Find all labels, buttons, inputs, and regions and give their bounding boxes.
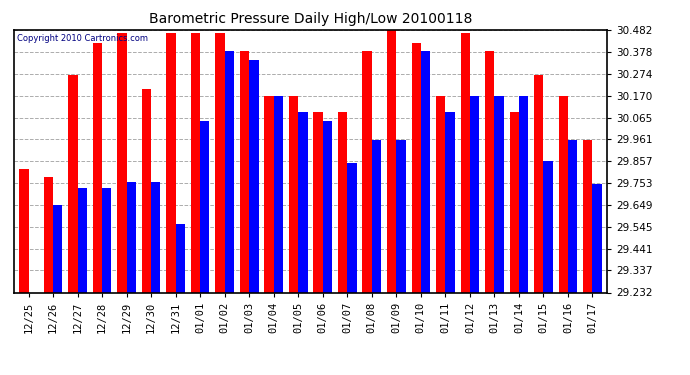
Bar — [215, 33, 225, 292]
Bar — [372, 140, 381, 292]
Bar — [200, 121, 210, 292]
Bar — [411, 43, 421, 292]
Bar — [421, 51, 430, 292]
Bar — [387, 26, 396, 292]
Bar — [77, 188, 87, 292]
Bar — [534, 75, 544, 292]
Bar — [495, 96, 504, 292]
Text: Copyright 2010 Cartronics.com: Copyright 2010 Cartronics.com — [17, 34, 148, 43]
Bar — [396, 140, 406, 292]
Bar — [249, 60, 259, 292]
Bar — [92, 43, 102, 292]
Bar — [43, 177, 53, 292]
Bar — [126, 182, 136, 292]
Bar — [166, 33, 176, 292]
Bar — [559, 96, 568, 292]
Bar — [68, 75, 77, 292]
Title: Barometric Pressure Daily High/Low 20100118: Barometric Pressure Daily High/Low 20100… — [149, 12, 472, 26]
Bar — [445, 112, 455, 292]
Bar — [19, 169, 28, 292]
Bar — [313, 112, 323, 292]
Bar — [460, 33, 470, 292]
Bar — [470, 96, 479, 292]
Bar — [510, 112, 519, 292]
Bar — [568, 140, 578, 292]
Bar — [485, 51, 495, 292]
Bar — [583, 140, 593, 292]
Bar — [544, 160, 553, 292]
Bar — [117, 33, 126, 292]
Bar — [240, 51, 249, 292]
Bar — [289, 96, 298, 292]
Bar — [225, 51, 234, 292]
Bar — [436, 96, 445, 292]
Bar — [519, 96, 529, 292]
Bar — [593, 184, 602, 292]
Bar — [191, 33, 200, 292]
Bar — [28, 292, 38, 293]
Bar — [151, 182, 161, 292]
Bar — [298, 112, 308, 292]
Bar — [362, 51, 372, 292]
Bar — [264, 96, 274, 292]
Bar — [338, 112, 347, 292]
Bar — [102, 188, 111, 292]
Bar — [323, 121, 332, 292]
Bar — [274, 96, 283, 292]
Bar — [142, 89, 151, 292]
Bar — [53, 205, 62, 292]
Bar — [176, 224, 185, 292]
Bar — [347, 163, 357, 292]
